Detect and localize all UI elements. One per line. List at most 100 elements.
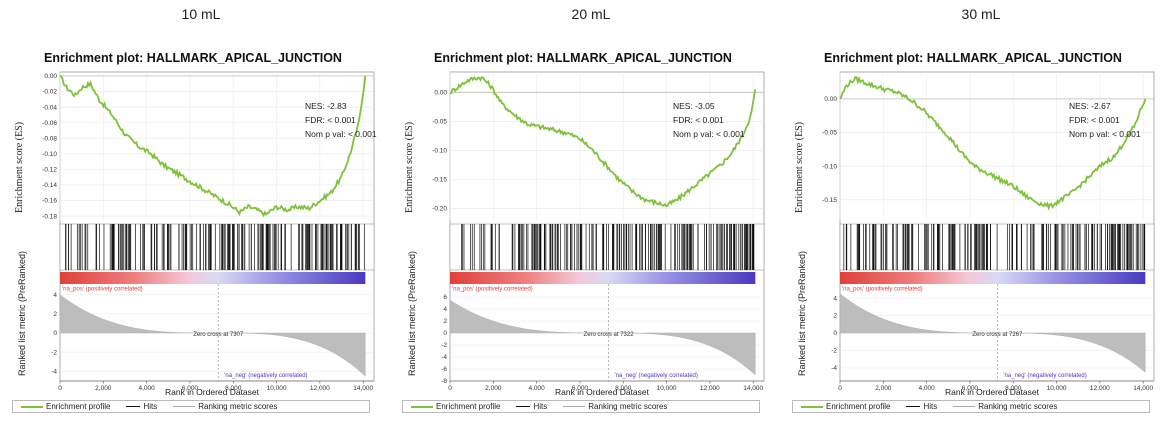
enrichment-plot-20ml: Enrichment plot: HALLMARK_APICAL_JUNCTIO… [392, 48, 774, 444]
neg-correlated-label: 'na_neg' (negatively correlated) [1003, 373, 1086, 379]
es-tick-label: -0.10 [42, 151, 57, 158]
neg-correlated-label: 'na_neg' (negatively correlated) [224, 373, 307, 379]
es-axis-label: Enrichment score (ES) [14, 121, 25, 213]
es-tick-label: -0.15 [432, 177, 447, 184]
legend-enrichment-profile: Enrichment profile [411, 402, 500, 411]
x-tick-label: 12,000 [1090, 385, 1110, 392]
plot-svg: 0.00 -0.05 -0.10 -0.15 4 2 0 -2 -4 Zero cross at … [822, 71, 1155, 392]
plot-title: Enrichment plot: HALLMARK_APICAL_JUNCTIO… [434, 51, 732, 65]
x-tick-label: 4,000 [528, 385, 545, 392]
x-tick-label: 6,000 [572, 385, 589, 392]
es-tick-label: 0.00 [434, 90, 447, 97]
ranking-color-bar [840, 272, 1146, 284]
x-tick-label: 10,000 [267, 385, 287, 392]
x-tick-label: 14,000 [743, 385, 763, 392]
ranked-tick-label: 4 [53, 292, 57, 299]
es-tick-label: -0.04 [42, 104, 57, 111]
es-tick-label: -0.20 [432, 206, 447, 213]
x-tick-label: 2,000 [95, 385, 112, 392]
nom-p-stat: Nom p val: < 0.001 [673, 129, 745, 139]
ranked-axis-label: Ranked list metric (PreRanked) [17, 250, 27, 376]
es-tick-label: -0.18 [42, 213, 57, 220]
pos-correlated-label: 'na_pos' (positively correlated) [62, 287, 143, 293]
x-tick-label: 6,000 [962, 385, 979, 392]
ranked-axis-label: Ranked list metric (PreRanked) [407, 250, 417, 376]
plot-title: Enrichment plot: HALLMARK_APICAL_JUNCTIO… [44, 51, 342, 65]
ranked-tick-label: 0 [443, 330, 447, 337]
x-tick-label: 0 [58, 385, 62, 392]
zero-cross-label: Zero cross at 7267 [972, 332, 1023, 338]
nes-stat: NES: -3.05 [673, 101, 715, 111]
ranked-tick-label: 2 [443, 318, 447, 325]
plot-svg: 0.00 -0.02 -0.04 -0.06 -0.08 -0.10 -0.12 -0.14 -… [42, 71, 375, 392]
nom-p-stat: Nom p val: < 0.001 [305, 129, 377, 139]
fdr-stat: FDR: < 0.001 [305, 115, 356, 125]
legend-hits: Hits [126, 402, 157, 411]
plot-svg: 0.00 -0.05 -0.10 -0.15 -0.20 6 4 2 0 -2 -4 -6 -8 Zero… [432, 71, 765, 392]
ranked-tick-label: -2 [441, 342, 447, 349]
es-tick-label: -0.12 [42, 167, 57, 174]
x-tick-label: 8,000 [1005, 385, 1022, 392]
hits-band [449, 223, 765, 271]
pos-correlated-label: 'na_pos' (positively correlated) [452, 287, 533, 293]
fdr-stat: FDR: < 0.001 [673, 115, 724, 125]
es-tick-label: -0.05 [432, 119, 447, 126]
enrichment-plot-30ml: Enrichment plot: HALLMARK_APICAL_JUNCTIO… [782, 48, 1164, 444]
x-axis-label: Rank in Ordered Dataset [164, 387, 260, 397]
es-tick-label: -0.10 [822, 163, 837, 170]
es-tick-label: -0.15 [822, 197, 837, 204]
x-tick-label: 6,000 [182, 385, 199, 392]
enrichment-profile-line [59, 75, 367, 218]
legend: Enrichment profile Hits Ranking metric s… [12, 400, 370, 413]
es-tick-label: -0.08 [42, 135, 57, 142]
x-tick-label: 2,000 [485, 385, 502, 392]
neg-correlated-label: 'na_neg' (negatively correlated) [615, 373, 698, 379]
ranked-tick-label: 6 [443, 294, 447, 301]
ranked-tick-label: -8 [441, 378, 447, 385]
x-axis-label: Rank in Ordered Dataset [944, 387, 1040, 397]
nes-stat: NES: -2.67 [1069, 101, 1111, 111]
enrichment-plot-10ml: Enrichment plot: HALLMARK_APICAL_JUNCTIO… [2, 48, 384, 444]
ranked-axis-label: Ranked list metric (PreRanked) [797, 250, 807, 376]
ranked-tick-label: 4 [833, 295, 837, 302]
legend: Enrichment profile Hits Ranking metric s… [792, 400, 1150, 413]
legend: Enrichment profile Hits Ranking metric s… [402, 400, 760, 413]
plot-title: Enrichment plot: HALLMARK_APICAL_JUNCTIO… [824, 51, 1122, 65]
legend-enrichment-profile: Enrichment profile [801, 402, 890, 411]
pos-correlated-label: 'na_pos' (positively correlated) [842, 287, 923, 293]
legend-ranking-metric: Ranking metric scores [173, 402, 277, 411]
x-tick-label: 14,000 [353, 385, 373, 392]
ranking-color-bar [450, 272, 756, 284]
column-title-10ml: 10 mL [181, 6, 221, 22]
ranked-tick-label: -4 [441, 354, 447, 361]
x-tick-label: 10,000 [1047, 385, 1067, 392]
ranked-tick-label: -2 [51, 349, 57, 356]
nes-stat: NES: -2.83 [305, 101, 347, 111]
ranked-tick-label: -2 [831, 348, 837, 355]
x-tick-label: 2,000 [875, 385, 892, 392]
legend-enrichment-profile: Enrichment profile [21, 402, 110, 411]
x-tick-label: 0 [838, 385, 842, 392]
nom-p-stat: Nom p val: < 0.001 [1069, 129, 1141, 139]
column-title-30ml: 30 mL [961, 6, 1001, 22]
legend-ranking-metric: Ranking metric scores [953, 402, 1057, 411]
ranked-tick-label: 2 [833, 313, 837, 320]
x-tick-label: 8,000 [225, 385, 242, 392]
zero-cross-label: Zero cross at 7322 [584, 332, 635, 338]
es-tick-label: 0.00 [44, 73, 57, 80]
enrichment-profile-line [839, 75, 1147, 211]
ranking-metric-area [839, 293, 1146, 373]
x-tick-label: 4,000 [918, 385, 935, 392]
es-tick-label: -0.05 [822, 130, 837, 137]
x-tick-label: 12,000 [310, 385, 330, 392]
column-title-20ml: 20 mL [571, 6, 611, 22]
fdr-stat: FDR: < 0.001 [1069, 115, 1120, 125]
es-axis-label: Enrichment score (ES) [404, 121, 415, 213]
ranked-tick-label: -4 [51, 369, 57, 376]
x-tick-label: 8,000 [615, 385, 632, 392]
es-tick-label: -0.06 [42, 120, 57, 127]
x-tick-label: 12,000 [700, 385, 720, 392]
es-tick-label: -0.02 [42, 89, 57, 96]
legend-ranking-metric: Ranking metric scores [563, 402, 667, 411]
ranked-tick-label: 0 [53, 330, 57, 337]
